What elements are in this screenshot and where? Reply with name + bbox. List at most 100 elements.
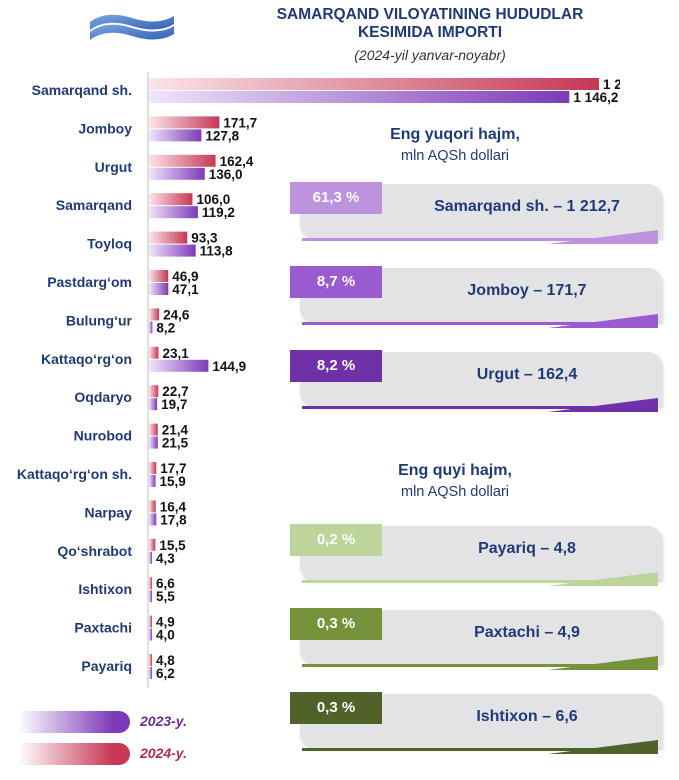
category-label: Jomboy	[78, 120, 132, 136]
value-label-2024: 171,7	[223, 115, 257, 130]
category-label: Oqdaryo	[74, 389, 132, 405]
bar-2023	[149, 513, 157, 526]
value-label-2024: 4,8	[156, 653, 175, 668]
category-label: Ishtixon	[78, 581, 132, 597]
bar-2023	[149, 244, 196, 257]
category-label: Toyloq	[87, 236, 132, 252]
value-label-2024: 22,7	[162, 384, 188, 399]
value-label-2024: 1 212,7	[603, 77, 620, 92]
bar-2024	[149, 500, 156, 513]
bottom-card: 0,3 % Paxtachi – 4,9	[290, 608, 668, 670]
bottom-section-heading: Eng quyi hajm, mln AQSh dollari	[330, 462, 580, 500]
value-label-2023: 119,2	[202, 205, 235, 220]
top-section-heading: Eng yuqori hajm, mln AQSh dollari	[330, 126, 580, 164]
bottom-card: 0,3 % Ishtixon – 6,6	[290, 692, 668, 754]
bar-2024	[149, 78, 599, 90]
bar-2023	[149, 91, 570, 103]
value-label-2023: 127,8	[205, 128, 239, 143]
top-unit-text: mln AQSh dollari	[401, 148, 509, 164]
legend-label-2023: 2023-y.	[140, 713, 187, 729]
bar-2023	[149, 283, 169, 295]
bar-2024	[149, 654, 152, 666]
value-label-2024: 21,4	[162, 423, 189, 438]
value-label-2023: 136,0	[209, 167, 243, 182]
value-label-2023: 17,8	[160, 512, 187, 527]
bar-2024	[149, 346, 159, 359]
category-label: Qo‘shrabot	[57, 543, 132, 559]
category-label: Kattaqo‘rg‘on	[41, 351, 132, 367]
card-underline	[302, 748, 658, 751]
title-line-1: SAMARQAND VILOYATINING HUDUDLAR	[276, 6, 584, 23]
card-underline	[302, 406, 658, 409]
category-label: Nurobod	[74, 428, 132, 444]
value-label-2024: 23,1	[162, 346, 189, 361]
bar-2024	[149, 193, 193, 206]
category-label: Samarqand sh.	[32, 82, 132, 98]
bar-2023	[149, 359, 209, 372]
value-label-2024: 6,6	[156, 576, 175, 591]
card-underline	[302, 238, 658, 241]
category-label: Samarqand	[56, 197, 132, 213]
value-label-2024: 15,5	[159, 538, 186, 553]
bar-2023	[149, 628, 152, 641]
value-label-2024: 162,4	[220, 154, 254, 169]
top-card: 8,2 % Urgut – 162,4	[290, 350, 668, 412]
bar-2023	[149, 667, 152, 679]
value-label-2024: 17,7	[160, 461, 186, 476]
value-label-2023: 4,3	[156, 551, 175, 566]
value-label-2023: 47,1	[172, 282, 199, 297]
value-label-2023: 4,0	[156, 628, 175, 643]
bar-2023	[149, 551, 152, 564]
top-card: 8,7 % Jomboy – 171,7	[290, 266, 668, 328]
value-label-2023: 21,5	[162, 436, 189, 451]
card-underline	[302, 580, 658, 583]
category-label: Narpay	[85, 504, 133, 520]
bar-2023	[149, 206, 198, 219]
category-label: Bulung‘ur	[66, 312, 133, 328]
card-label: Urgut – 162,4	[476, 366, 578, 383]
bar-2023	[149, 129, 202, 142]
share-badge: 0,2 %	[290, 524, 382, 556]
legend-swatch-2023	[18, 711, 130, 733]
bar-2023	[149, 167, 205, 180]
page-title: SAMARQAND VILOYATINING HUDUDLAR KESIMIDA…	[200, 6, 660, 42]
value-label-2023: 6,2	[156, 666, 175, 681]
top-heading-text: Eng yuqori hajm,	[390, 126, 520, 143]
card-underline	[302, 322, 658, 325]
bar-2024	[149, 577, 152, 590]
value-label-2024: 24,6	[163, 307, 190, 322]
value-label-2023: 1 146,2	[573, 90, 618, 105]
top-card: 61,3 % Samarqand sh. – 1 212,7	[290, 182, 668, 244]
bottom-card: 0,2 % Payariq – 4,8	[290, 524, 668, 586]
value-label-2023: 19,7	[161, 397, 187, 412]
value-label-2023: 5,5	[156, 589, 175, 604]
bottom-heading-text: Eng quyi hajm,	[398, 462, 512, 479]
share-badge: 0,3 %	[290, 608, 382, 640]
bottom-unit-text: mln AQSh dollari	[401, 484, 509, 500]
legend-label-2024: 2024-y.	[140, 745, 187, 761]
card-label: Samarqand sh. – 1 212,7	[434, 198, 620, 215]
share-badge: 0,3 %	[290, 692, 382, 724]
value-label-2024: 4,9	[156, 615, 175, 630]
value-label-2024: 106,0	[196, 192, 230, 207]
bar-2024	[149, 270, 169, 282]
bar-2023	[149, 436, 158, 449]
bar-2023	[149, 398, 158, 411]
bar-2024	[149, 154, 216, 167]
bar-2024	[149, 615, 152, 628]
share-badge: 8,7 %	[290, 266, 382, 298]
value-label-2024: 16,4	[160, 499, 187, 514]
bar-2024	[149, 308, 160, 321]
card-label: Ishtixon – 6,6	[476, 708, 578, 725]
category-label: Urgut	[95, 159, 133, 175]
page-subtitle: (2024-yil yanvar-noyabr)	[354, 47, 506, 63]
value-label-2023: 144,9	[212, 359, 246, 374]
card-label: Paxtachi – 4,9	[474, 624, 580, 641]
value-label-2023: 15,9	[160, 474, 186, 489]
category-label: Kattaqo‘rg‘on sh.	[17, 466, 132, 482]
legend-swatch-2024	[18, 743, 130, 765]
bar-2023	[149, 475, 156, 487]
value-label-2023: 8,2	[156, 320, 175, 335]
bar-chart: Samarqand sh. 1 212,71 146,2 Jomboy 171,712…	[17, 72, 620, 688]
category-label: Paxtachi	[74, 620, 132, 636]
